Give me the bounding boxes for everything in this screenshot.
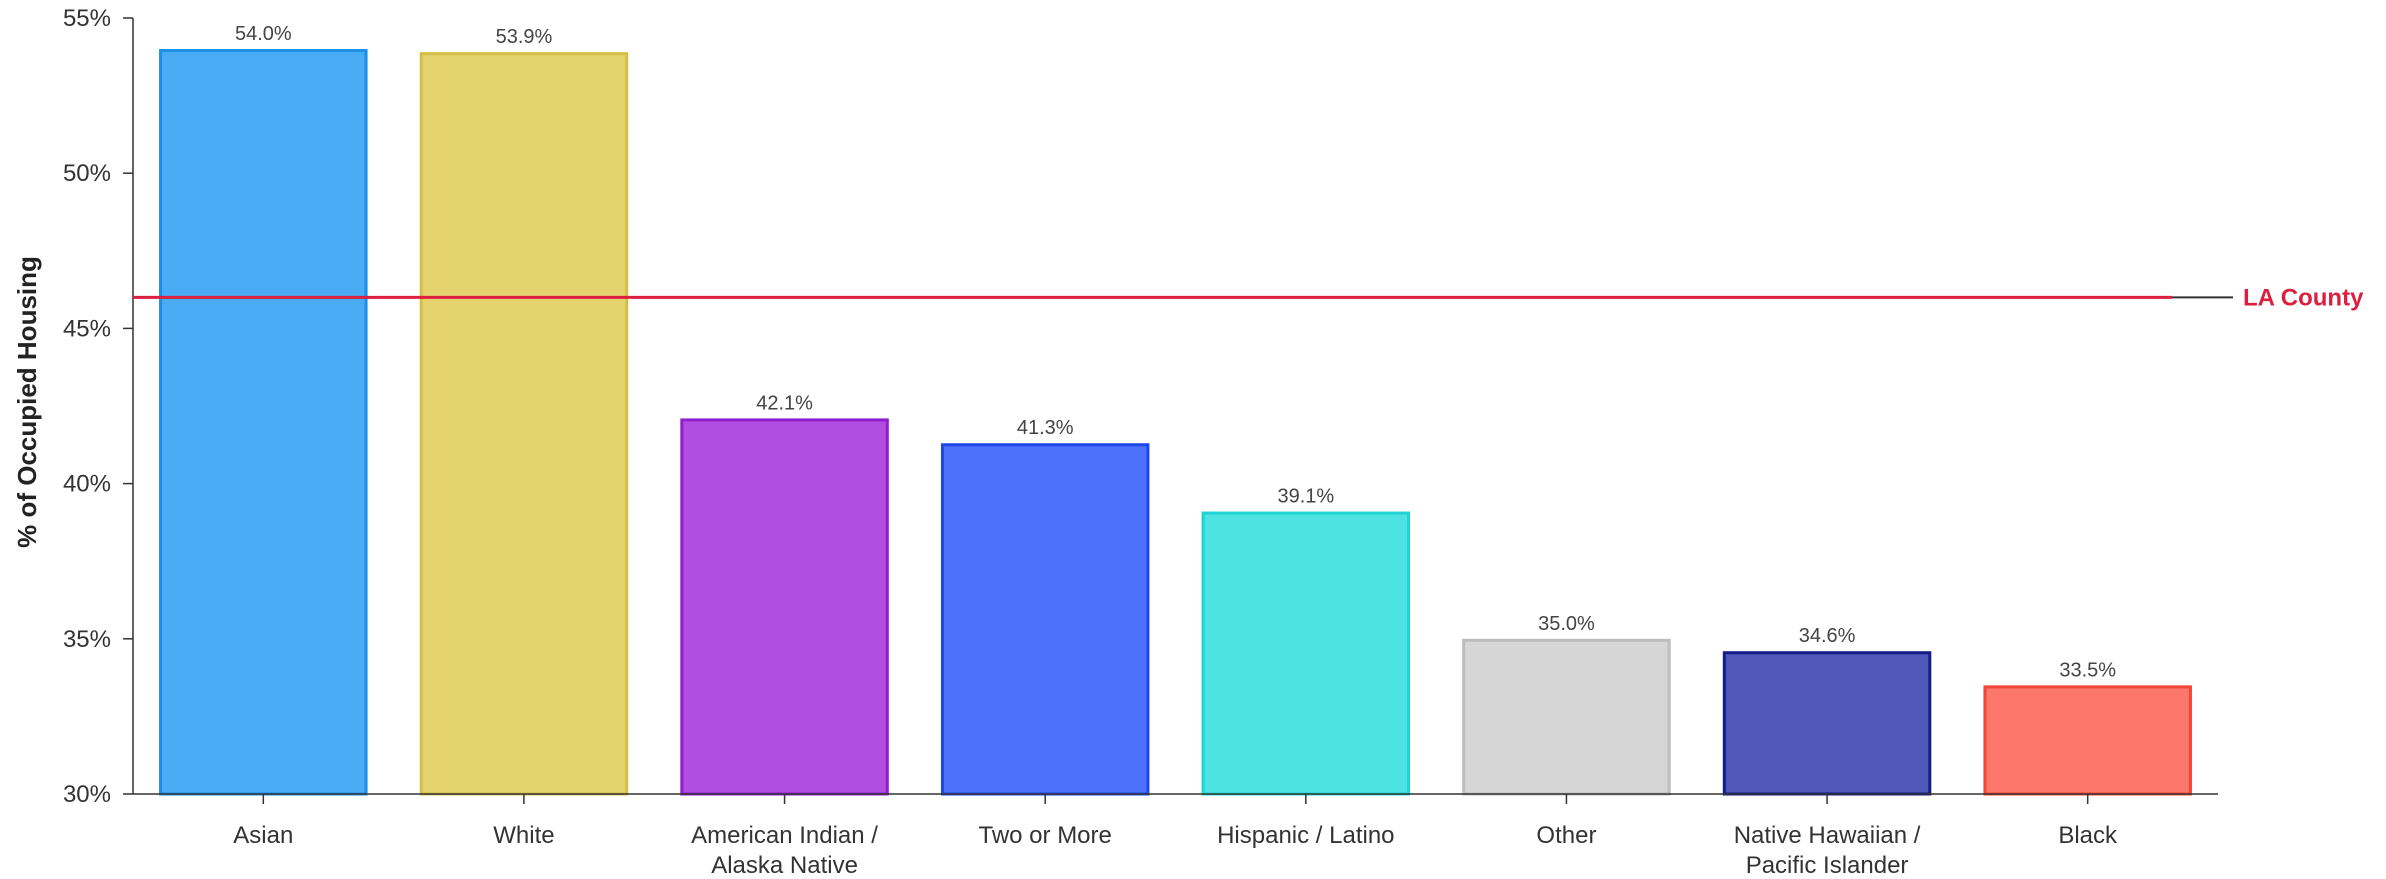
bar [1983, 685, 2192, 796]
data-label: 54.0% [235, 23, 292, 45]
y-tick-label: 35% [63, 626, 111, 653]
bar [1722, 651, 1932, 796]
category-label: White [493, 822, 554, 849]
bar [159, 49, 368, 796]
y-axis-title: % of Occupied Housing [12, 256, 42, 548]
data-label: 41.3% [1017, 417, 1074, 439]
y-tick-label: 55% [63, 5, 111, 32]
bar [1462, 638, 1671, 796]
data-label: 39.1% [1277, 486, 1334, 508]
category-label: Pacific Islander [1746, 852, 1909, 879]
data-label: 42.1% [756, 392, 813, 414]
category-label: Native Hawaiian / [1734, 822, 1921, 849]
bar [1201, 511, 1411, 796]
category-label: Other [1536, 822, 1596, 849]
bars: 54.0% 53.9% 42.1% 41.3% 39.1% 35.0% 34.6% 33.5% [159, 23, 2192, 796]
la-county-reference: LA County [133, 284, 2364, 311]
reference-line-label: LA County [2243, 284, 2364, 311]
y-tick-label: 40% [63, 471, 111, 498]
bar [419, 52, 629, 796]
y-axis: 30% 35% 40% 45% 50% 55% [63, 5, 134, 808]
category-label: Two or More [979, 822, 1112, 849]
bar [940, 443, 1150, 796]
y-tick-label: 50% [63, 160, 111, 187]
data-label: 33.5% [2059, 659, 2116, 681]
category-label: Asian [233, 822, 293, 849]
data-label: 35.0% [1538, 613, 1595, 635]
x-axis: Asian White American Indian / Alaska Native… [133, 793, 2218, 879]
category-label: Alaska Native [711, 852, 858, 879]
data-label: 53.9% [496, 26, 553, 48]
y-tick-label: 30% [63, 781, 111, 808]
category-label: Black [2058, 822, 2118, 849]
data-label: 34.6% [1799, 625, 1856, 647]
bar [680, 418, 889, 796]
category-label: Hispanic / Latino [1217, 822, 1394, 849]
y-tick-label: 45% [63, 315, 111, 342]
category-label: American Indian / [691, 822, 878, 849]
